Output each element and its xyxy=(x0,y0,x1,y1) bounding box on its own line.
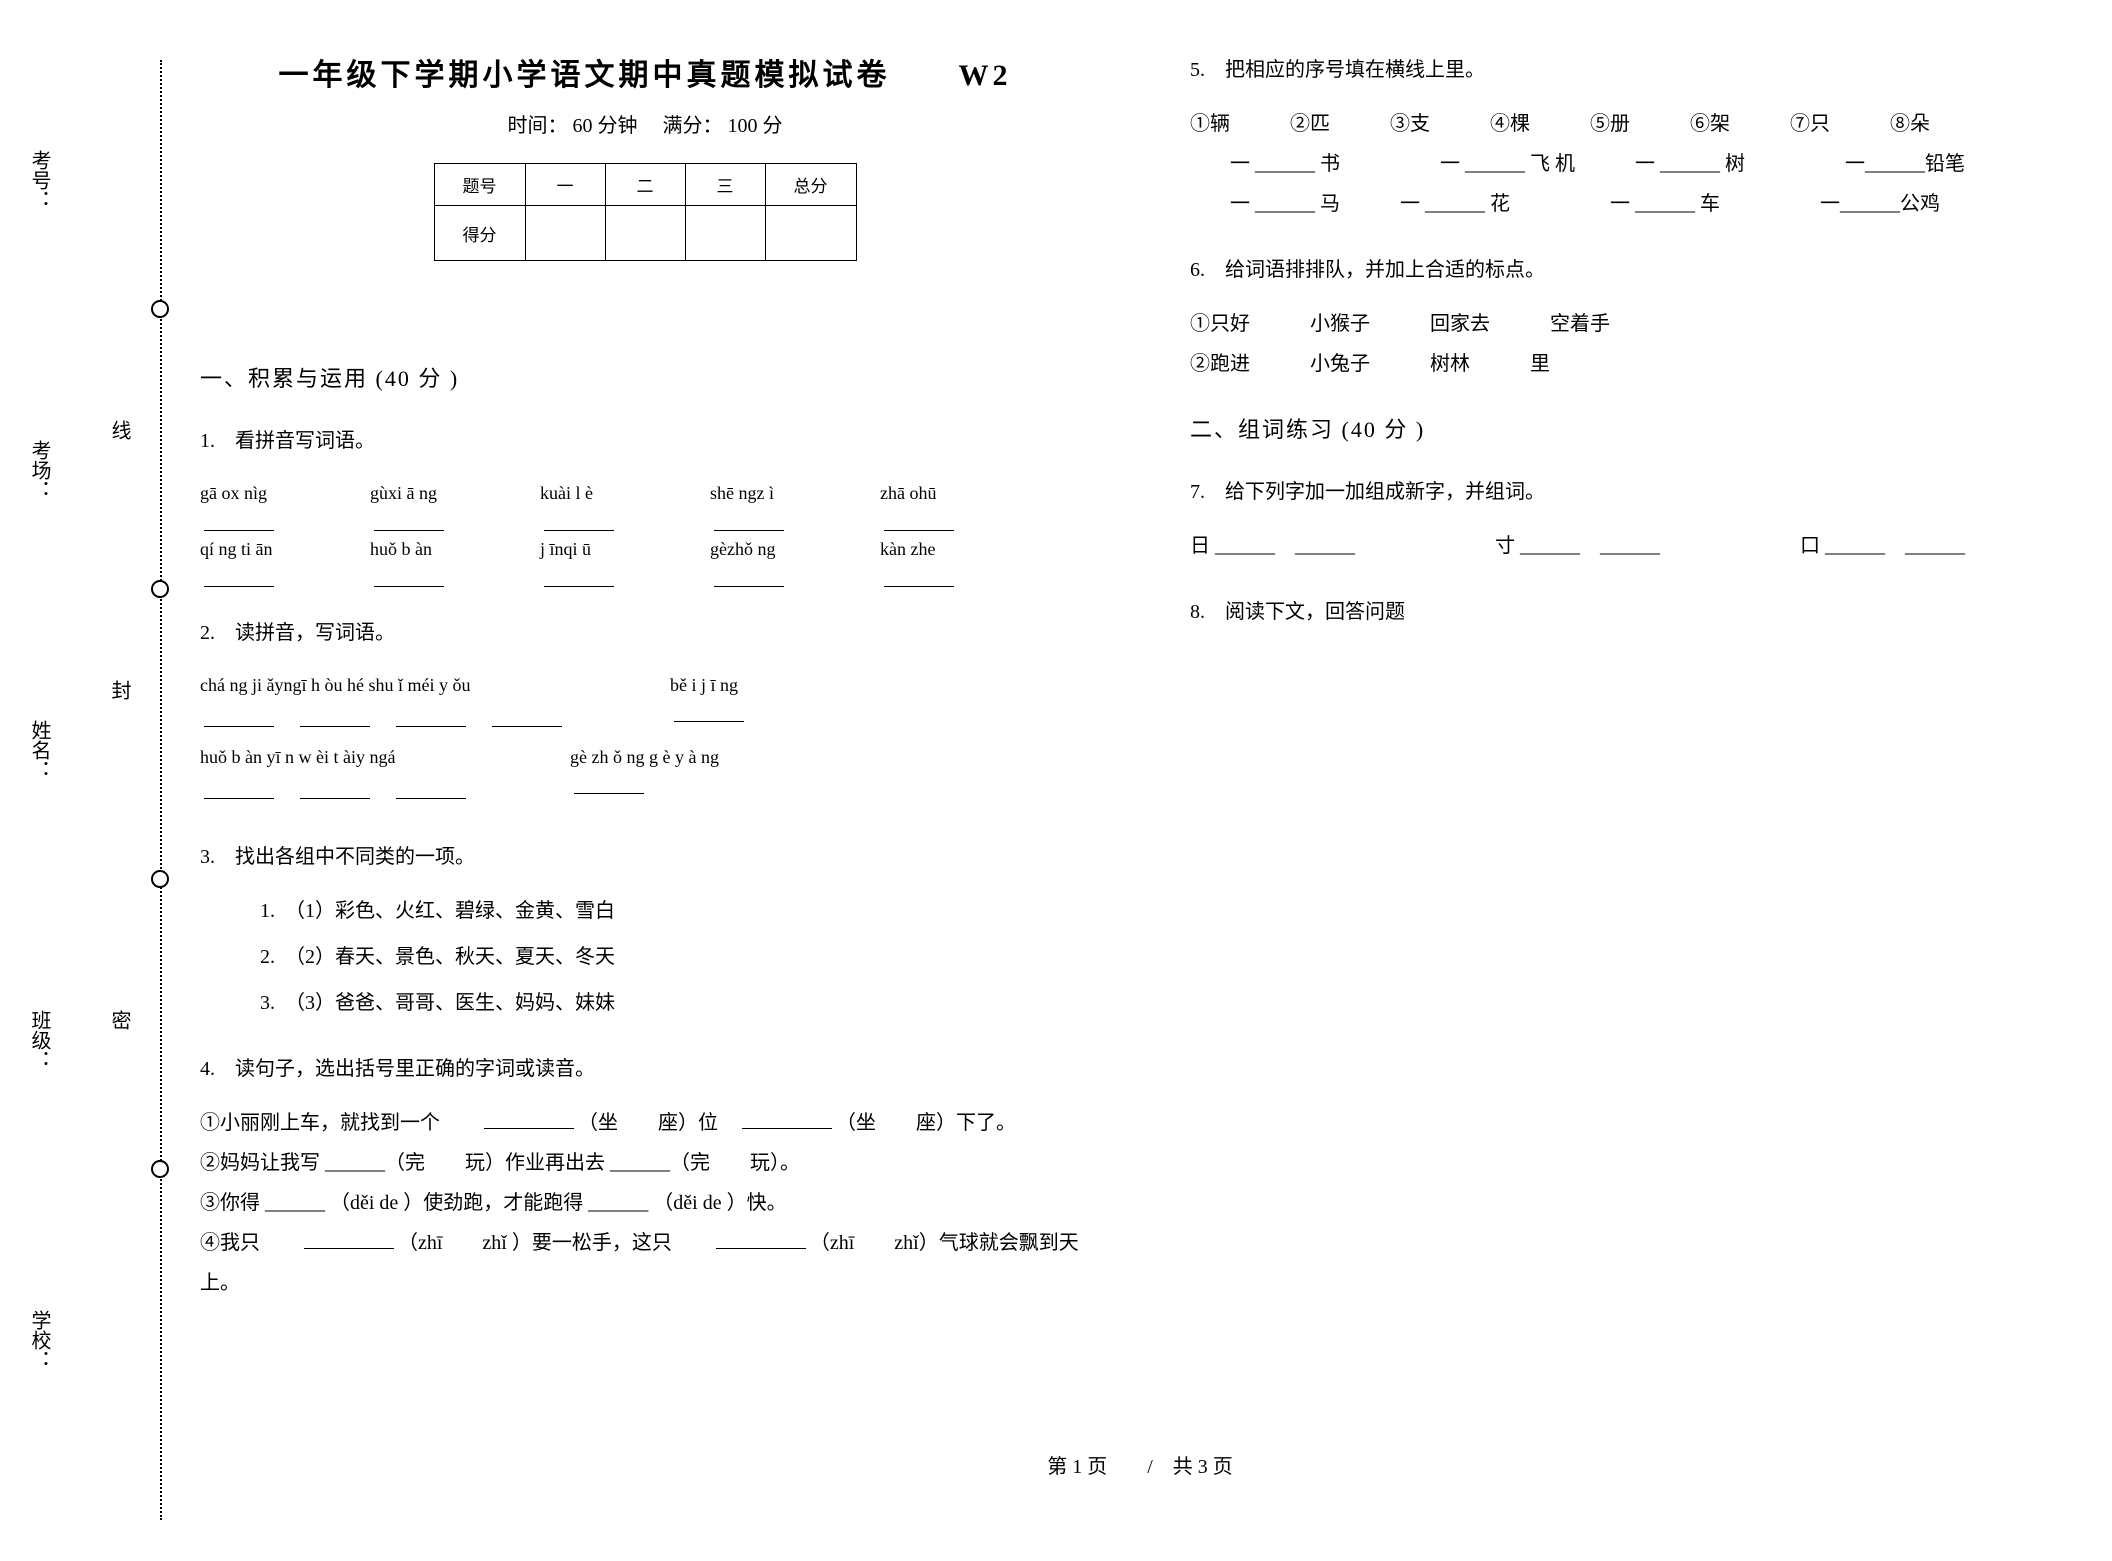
q4-title: 4. 读句子，选出括号里正确的字词或读音。 xyxy=(200,1049,1090,1089)
dotted-line xyxy=(160,60,162,1520)
td-blank xyxy=(685,206,765,261)
q5-row: 一 ______ 马 一 ______ 花 一 ______ 车 一______… xyxy=(1190,184,2080,224)
q5-row: 一 ______ 书 一 ______ 飞 机 一 ______ 树 一____… xyxy=(1190,144,2080,184)
pinyin: kàn zhe xyxy=(880,531,935,567)
th: 题号 xyxy=(434,164,525,206)
question-8: 8. 阅读下文，回答问题 xyxy=(1190,592,2080,632)
blank xyxy=(544,511,614,531)
pinyin: bě i j ī ng xyxy=(670,667,738,703)
q4-line: ①小丽刚上车，就找到一个 （坐 座）位 （坐 座）下了。 xyxy=(200,1103,1090,1143)
q2-row2: huǒ b àn yī n w èi t àiy ngá gè zh ǒ ng … xyxy=(200,739,1090,811)
label-banji: 班级： xyxy=(25,1010,54,1070)
circle xyxy=(151,580,169,598)
th: 总分 xyxy=(765,164,856,206)
circle xyxy=(151,870,169,888)
pinyin: gā ox nìg xyxy=(200,475,267,511)
seal-xian: 线 xyxy=(105,420,134,440)
td-blank xyxy=(525,206,605,261)
q3-item: 2. （2）春天、景色、秋天、夏天、冬天 xyxy=(260,937,1090,977)
pinyin: chá ng ji ǎyngī h òu hé shu ǐ méi y ǒu xyxy=(200,667,470,703)
label-xingming: 姓名： xyxy=(25,720,54,780)
blank xyxy=(396,707,466,727)
blank xyxy=(884,567,954,587)
label-xuexiao: 学校： xyxy=(25,1310,54,1370)
blank xyxy=(300,707,370,727)
section2-heading: 二、组词练习 (40 分 ) xyxy=(1190,412,2080,444)
q6-line: ②跑进 小兔子 树林 里 xyxy=(1190,344,2080,384)
binding-margin: 考号： 线 考场： 封 姓名： 密 班级： 学校： xyxy=(20,20,160,1520)
pinyin: gè zh ǒ ng g è y à ng xyxy=(570,739,719,775)
pinyin: gùxi ā ng xyxy=(370,475,437,511)
q4-line: ④我只 （zhī zhǐ ）要一松手，这只 （zhī zhǐ）气球就会飘到天上。 xyxy=(200,1223,1090,1303)
q4-line: ②妈妈让我写 ______（完 玩）作业再出去 ______（完 玩）。 xyxy=(200,1143,1090,1183)
blank xyxy=(204,707,274,727)
pinyin: kuài l è xyxy=(540,475,593,511)
blank xyxy=(204,567,274,587)
question-6: 6. 给词语排排队，并加上合适的标点。 ①只好 小猴子 回家去 空着手 ②跑进 … xyxy=(1190,250,2080,384)
q1-title: 1. 看拼音写词语。 xyxy=(200,421,1090,461)
blank xyxy=(300,779,370,799)
q2-row1: chá ng ji ǎyngī h òu hé shu ǐ méi y ǒu b… xyxy=(200,667,1090,739)
blank xyxy=(396,779,466,799)
circle xyxy=(151,300,169,318)
score-table: 题号 一 二 三 总分 得分 xyxy=(434,163,857,261)
th: 二 xyxy=(605,164,685,206)
q6-line: ①只好 小猴子 回家去 空着手 xyxy=(1190,304,2080,344)
th: 三 xyxy=(685,164,765,206)
blank xyxy=(674,703,744,723)
q3-item: 1. （1）彩色、火红、碧绿、金黄、雪白 xyxy=(260,891,1090,931)
q5-options: ①辆 ②匹 ③支 ④棵 ⑤册 ⑥架 ⑦只 ⑧朵 xyxy=(1190,104,2080,144)
blank xyxy=(374,567,444,587)
question-1: 1. 看拼音写词语。 gā ox nìg gùxi ā ng kuài l è … xyxy=(200,421,1090,587)
blank xyxy=(544,567,614,587)
label-kaohao: 考号： xyxy=(25,150,54,210)
q3-item: 3. （3）爸爸、哥哥、医生、妈妈、妹妹 xyxy=(260,983,1090,1023)
blank xyxy=(574,775,644,795)
q4-line: ③你得 ______ （děi de ）使劲跑，才能跑得 ______ （děi… xyxy=(200,1183,1090,1223)
q5-title: 5. 把相应的序号填在横线上里。 xyxy=(1190,50,2080,90)
page-footer: 第 1 页 / 共 3 页 xyxy=(200,1450,2080,1479)
th: 一 xyxy=(525,164,605,206)
pinyin: qí ng ti ān xyxy=(200,531,273,567)
question-2: 2. 读拼音，写词语。 chá ng ji ǎyngī h òu hé shu … xyxy=(200,613,1090,811)
blank xyxy=(374,511,444,531)
pinyin: gèzhǒ ng xyxy=(710,531,775,567)
section1-heading: 一、积累与运用 (40 分 ) xyxy=(200,361,1090,393)
q7-title: 7. 给下列字加一加组成新字，并组词。 xyxy=(1190,472,2080,512)
exam-content: 一年级下学期小学语文期中真题模拟试卷 W2 时间： 60 分钟 满分： 100 … xyxy=(200,50,2080,1510)
blank xyxy=(204,511,274,531)
seal-mi: 密 xyxy=(105,1010,134,1030)
td-blank xyxy=(605,206,685,261)
blank xyxy=(884,511,954,531)
q8-title: 8. 阅读下文，回答问题 xyxy=(1190,592,2080,632)
seal-feng: 封 xyxy=(105,680,134,700)
q1-row1: gā ox nìg gùxi ā ng kuài l è shē ngz ì z… xyxy=(200,475,1090,531)
blank xyxy=(204,779,274,799)
q1-row2: qí ng ti ān huǒ b àn j īnqi ū gèzhǒ ng k… xyxy=(200,531,1090,587)
q6-title: 6. 给词语排排队，并加上合适的标点。 xyxy=(1190,250,2080,290)
pinyin: zhā ohū xyxy=(880,475,936,511)
circle xyxy=(151,1160,169,1178)
pinyin: huǒ b àn yī n w èi t àiy ngá xyxy=(200,739,395,775)
label-kaochang: 考场： xyxy=(25,440,54,500)
blank xyxy=(714,511,784,531)
exam-title: 一年级下学期小学语文期中真题模拟试卷 W2 xyxy=(200,50,1090,94)
pinyin: huǒ b àn xyxy=(370,531,432,567)
td-blank xyxy=(765,206,856,261)
exam-subtitle: 时间： 60 分钟 满分： 100 分 xyxy=(200,109,1090,138)
q3-title: 3. 找出各组中不同类的一项。 xyxy=(200,837,1090,877)
q2-title: 2. 读拼音，写词语。 xyxy=(200,613,1090,653)
question-7: 7. 给下列字加一加组成新字，并组词。 日 ______ ______ 寸 __… xyxy=(1190,472,2080,566)
blank xyxy=(714,567,784,587)
question-5: 5. 把相应的序号填在横线上里。 ①辆 ②匹 ③支 ④棵 ⑤册 ⑥架 ⑦只 ⑧朵… xyxy=(1190,50,2080,224)
question-4: 4. 读句子，选出括号里正确的字词或读音。 ①小丽刚上车，就找到一个 （坐 座）… xyxy=(200,1049,1090,1303)
question-3: 3. 找出各组中不同类的一项。 1. （1）彩色、火红、碧绿、金黄、雪白 2. … xyxy=(200,837,1090,1023)
q7-line: 日 ______ ______ 寸 ______ ______ 口 ______… xyxy=(1190,526,2080,566)
pinyin: j īnqi ū xyxy=(540,531,591,567)
td-label: 得分 xyxy=(434,206,525,261)
pinyin: shē ngz ì xyxy=(710,475,774,511)
blank xyxy=(492,707,562,727)
